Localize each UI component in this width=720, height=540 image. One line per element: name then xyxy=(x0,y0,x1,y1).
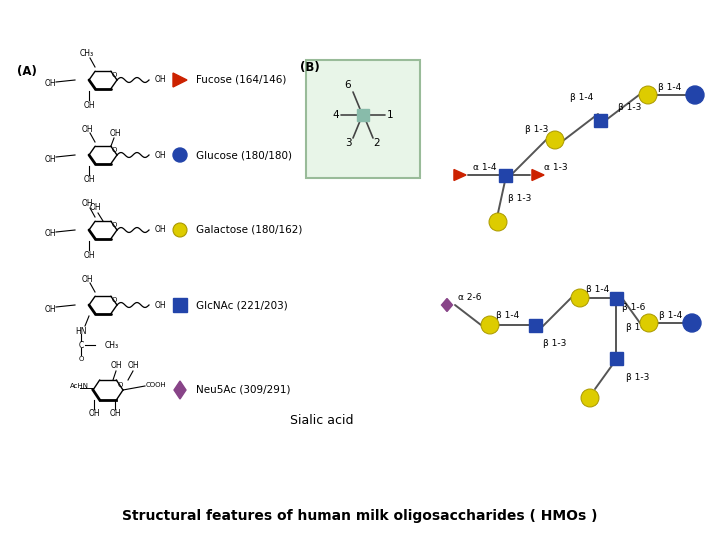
Text: OH: OH xyxy=(155,76,166,84)
Text: O: O xyxy=(118,382,123,388)
Text: O: O xyxy=(112,147,117,153)
Text: AcHN: AcHN xyxy=(70,383,89,389)
Text: β 1-3: β 1-3 xyxy=(544,339,567,348)
Text: Structural features of human milk oligosaccharides ( HMOs ): Structural features of human milk oligos… xyxy=(122,509,598,523)
Bar xyxy=(357,109,369,121)
Text: 4: 4 xyxy=(333,110,339,120)
Text: GlcNAc (221/203): GlcNAc (221/203) xyxy=(196,300,288,310)
Text: 1: 1 xyxy=(387,110,393,120)
Text: OH: OH xyxy=(45,305,57,314)
Text: 2: 2 xyxy=(374,138,380,148)
Text: OH: OH xyxy=(89,204,101,213)
Text: 3: 3 xyxy=(345,138,351,148)
Text: Sialic acid: Sialic acid xyxy=(290,414,354,427)
Text: (A): (A) xyxy=(17,65,37,78)
Text: β 1-3: β 1-3 xyxy=(508,194,531,203)
Text: β 1-3: β 1-3 xyxy=(618,104,642,112)
Circle shape xyxy=(686,86,704,104)
Text: CH₃: CH₃ xyxy=(105,341,119,349)
Circle shape xyxy=(571,289,589,307)
Text: OH: OH xyxy=(84,100,95,110)
Text: β 1-4: β 1-4 xyxy=(586,286,610,294)
Text: Neu5Ac (309/291): Neu5Ac (309/291) xyxy=(196,385,290,395)
Text: OH: OH xyxy=(155,151,166,159)
Text: α 1-3: α 1-3 xyxy=(544,163,568,172)
Text: OH: OH xyxy=(81,125,93,133)
Text: β 1-3: β 1-3 xyxy=(626,323,649,333)
Text: (B): (B) xyxy=(300,60,320,73)
Bar xyxy=(528,319,541,332)
Polygon shape xyxy=(441,299,452,312)
Circle shape xyxy=(173,148,187,162)
Text: Glucose (180/180): Glucose (180/180) xyxy=(196,150,292,160)
Circle shape xyxy=(581,389,599,407)
Text: OH: OH xyxy=(84,176,95,185)
Text: 6: 6 xyxy=(345,80,351,90)
Text: Fucose (164/146): Fucose (164/146) xyxy=(196,75,287,85)
Text: OH: OH xyxy=(81,274,93,284)
Polygon shape xyxy=(173,73,187,87)
Text: COOH: COOH xyxy=(146,382,167,388)
Text: OH: OH xyxy=(155,226,166,234)
Polygon shape xyxy=(174,381,186,399)
Text: OH: OH xyxy=(109,129,121,138)
Text: CH₃: CH₃ xyxy=(80,50,94,58)
Text: O: O xyxy=(112,222,117,228)
Circle shape xyxy=(640,314,658,332)
Text: β 1-4: β 1-4 xyxy=(496,310,520,320)
Bar xyxy=(610,352,623,365)
Text: β 1-4: β 1-4 xyxy=(660,310,683,320)
Text: OH: OH xyxy=(45,230,57,239)
Text: OH: OH xyxy=(84,251,95,260)
Text: β 1-3: β 1-3 xyxy=(626,374,649,382)
Text: OH: OH xyxy=(127,361,139,370)
Text: HN: HN xyxy=(76,327,86,335)
Circle shape xyxy=(639,86,657,104)
Bar xyxy=(173,298,187,312)
Bar xyxy=(306,60,420,178)
Text: OH: OH xyxy=(109,409,121,418)
Circle shape xyxy=(173,223,187,237)
Circle shape xyxy=(546,131,564,149)
Circle shape xyxy=(481,316,499,334)
Bar xyxy=(610,292,623,305)
Text: OH: OH xyxy=(155,300,166,309)
Polygon shape xyxy=(532,170,544,180)
Text: OH: OH xyxy=(88,409,100,418)
Text: OH: OH xyxy=(81,199,93,208)
Text: OH: OH xyxy=(45,154,57,164)
Circle shape xyxy=(683,314,701,332)
Text: C: C xyxy=(78,341,84,349)
Text: α 1-4: α 1-4 xyxy=(473,163,497,172)
Bar xyxy=(498,168,511,181)
Text: O: O xyxy=(78,356,84,362)
Text: OH: OH xyxy=(110,361,122,370)
Text: β 1-6: β 1-6 xyxy=(622,303,646,313)
Text: β 1-4: β 1-4 xyxy=(658,83,682,91)
Text: α 2-6: α 2-6 xyxy=(458,293,482,301)
Bar xyxy=(593,113,606,126)
Text: O: O xyxy=(112,72,117,78)
Text: Galactose (180/162): Galactose (180/162) xyxy=(196,225,302,235)
Text: O: O xyxy=(112,297,117,303)
Text: β 1-4: β 1-4 xyxy=(570,93,593,103)
Polygon shape xyxy=(454,170,466,180)
Circle shape xyxy=(489,213,507,231)
Text: OH: OH xyxy=(45,79,57,89)
Text: β 1-3: β 1-3 xyxy=(526,125,549,134)
